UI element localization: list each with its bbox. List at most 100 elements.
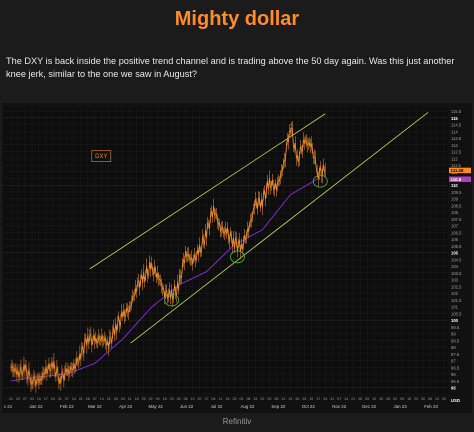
price-point <box>206 231 208 233</box>
y-tick-label: 110 <box>451 183 458 188</box>
price-point <box>296 160 298 162</box>
x-month-label: Apr 22 <box>119 404 132 409</box>
x-tick-label: 11 <box>219 397 223 401</box>
x-tick-label: 05 <box>365 397 369 401</box>
price-point <box>136 285 138 287</box>
y-tick-label: 111.5 <box>451 163 462 168</box>
x-month-label: Jul 22 <box>211 404 223 409</box>
price-point <box>87 335 89 337</box>
price-point <box>31 379 33 381</box>
y-tick-label: 100.5 <box>451 311 462 316</box>
price-point <box>38 381 40 383</box>
x-tick-label: 10 <box>309 397 313 401</box>
y-tick-label: 115.5 <box>451 109 462 114</box>
x-tick-label: 17 <box>44 397 48 401</box>
y-tick-label: 113 <box>451 143 458 148</box>
price-point <box>213 207 215 209</box>
x-tick-label: 02 <box>149 397 153 401</box>
price-point <box>289 124 291 126</box>
x-tick-label: 15 <box>253 397 257 401</box>
x-month-label: Mar 22 <box>88 404 102 409</box>
y-tick-label: 98.5 <box>451 338 460 343</box>
price-point <box>101 337 103 339</box>
y-tick-label: 107 <box>451 224 459 229</box>
price-point <box>226 233 228 235</box>
y-tick-label: 107.5 <box>451 217 462 222</box>
price-point <box>178 285 180 287</box>
y-tick-label: 106 <box>451 237 459 242</box>
x-tick-label: 04 <box>121 397 125 401</box>
x-tick-label: 21 <box>351 397 355 401</box>
y-tick-label: 108.5 <box>451 203 462 208</box>
y-tick-label: 102 <box>451 291 459 296</box>
x-tick-label: 27 <box>23 397 27 401</box>
x-month-label: Feb 22 <box>60 404 74 409</box>
x-tick-label: 18 <box>135 397 139 401</box>
price-point <box>164 292 166 294</box>
x-month-label: Jun 22 <box>180 404 194 409</box>
x-tick-label: 24 <box>51 397 55 401</box>
x-tick-label: 29 <box>267 397 271 401</box>
x-tick-label: 21 <box>79 397 83 401</box>
price-point <box>17 372 19 374</box>
y-tick-label: 100 <box>451 318 459 323</box>
price-line <box>10 127 326 387</box>
x-tick-label: 30 <box>421 397 425 401</box>
price-point <box>233 241 235 243</box>
y-tick-label: 97 <box>451 359 456 364</box>
price-point <box>122 315 124 317</box>
x-month-label: Nov 22 <box>332 404 346 409</box>
x-tick-label: 14 <box>344 397 348 401</box>
x-tick-label: 26 <box>386 397 390 401</box>
x-tick-label: 11 <box>128 397 132 401</box>
price-point <box>185 252 187 254</box>
x-tick-label: 09 <box>400 397 404 401</box>
y-tick-label: 104.5 <box>451 257 462 262</box>
y-tick-label: 106.5 <box>451 230 462 235</box>
highlight-circle <box>312 174 328 188</box>
price-point <box>143 276 145 278</box>
x-tick-label: 14 <box>72 397 76 401</box>
x-tick-label: 03 <box>302 397 306 401</box>
x-tick-label: 08 <box>246 397 250 401</box>
x-tick-label: 31 <box>58 397 62 401</box>
x-tick-label: 27 <box>205 397 209 401</box>
x-tick-label: 20 <box>442 397 446 401</box>
ma-value-badge <box>449 176 471 182</box>
x-tick-label: 06 <box>184 397 188 401</box>
price-point <box>275 187 277 189</box>
price-point <box>52 365 54 367</box>
price-point <box>157 273 159 275</box>
price-point <box>108 343 110 345</box>
price-point <box>261 199 263 201</box>
y-tick-label: 112.5 <box>451 150 462 155</box>
y-tick-label: 105 <box>451 251 459 256</box>
series-label: DXY <box>95 154 107 160</box>
x-tick-label: 07 <box>93 397 97 401</box>
y-tick-label: 98 <box>451 345 456 350</box>
y-tick-label: 101.5 <box>451 298 462 303</box>
price-point <box>220 227 222 229</box>
price-point <box>10 366 12 368</box>
y-tick-label: 105.5 <box>451 244 462 249</box>
x-tick-label: 13 <box>435 397 439 401</box>
price-point <box>45 369 47 371</box>
y-axis-label: USD <box>451 398 460 403</box>
last-price-badge <box>449 167 471 174</box>
y-tick-label: 103.5 <box>451 271 462 276</box>
x-month-label: Jan 23 <box>394 404 408 409</box>
price-point <box>268 182 270 184</box>
x-tick-label: 20 <box>16 397 20 401</box>
x-tick-label: 24 <box>323 397 327 401</box>
y-tick-label: 113.5 <box>451 136 462 141</box>
commentary-text: The DXY is back inside the positive tren… <box>6 56 455 79</box>
y-tick-label: 99 <box>451 332 456 337</box>
x-tick-label: 28 <box>358 397 362 401</box>
price-point <box>150 267 152 269</box>
x-tick-label: 16 <box>163 397 167 401</box>
highlight-circle <box>230 250 245 264</box>
y-tick-label: 114 <box>451 129 458 134</box>
price-point <box>171 295 173 297</box>
y-tick-label: 96 <box>451 372 456 377</box>
x-tick-label: 31 <box>330 397 334 401</box>
